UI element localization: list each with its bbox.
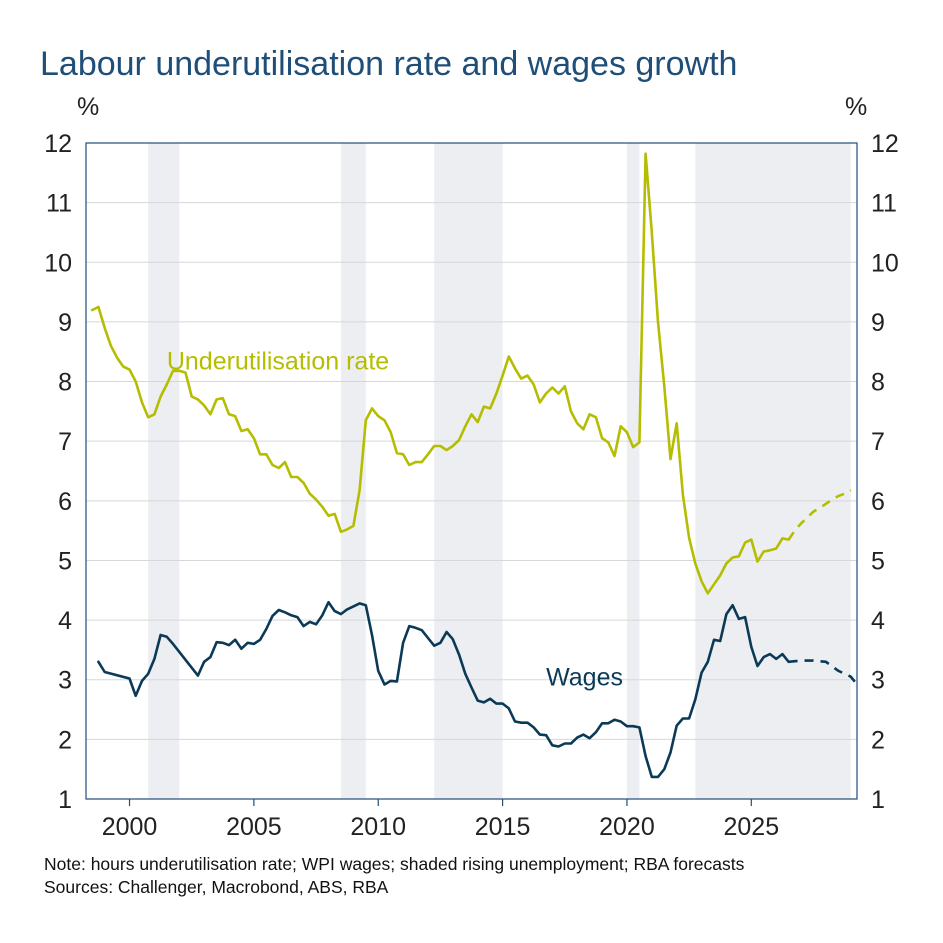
y-tick-left-3: 3 <box>58 667 72 695</box>
x-tick-2020: 2020 <box>599 813 655 841</box>
y-tick-right-12: 12 <box>871 130 899 158</box>
underutilisation-rate-forecast-line <box>787 488 852 541</box>
x-tick-2025: 2025 <box>723 813 779 841</box>
y-axis-unit-right: % <box>845 93 867 121</box>
shaded-period-3 <box>434 143 503 799</box>
footer-note: Note: hours underutilisation rate; WPI w… <box>44 854 745 874</box>
y-tick-left-9: 9 <box>58 309 72 337</box>
y-tick-left-5: 5 <box>58 547 72 575</box>
y-tick-right-6: 6 <box>871 488 885 516</box>
y-tick-right-11: 11 <box>871 190 897 218</box>
y-axis-unit-left: % <box>77 93 99 121</box>
y-tick-right-10: 10 <box>871 249 899 277</box>
y-tick-left-8: 8 <box>58 369 72 397</box>
plot-frame <box>85 142 858 800</box>
y-tick-left-12: 12 <box>44 130 72 158</box>
series-labels: Underutilisation rate Wages <box>167 348 623 692</box>
y-tick-left-1: 1 <box>58 786 72 814</box>
y-tick-right-4: 4 <box>871 607 885 635</box>
x-tick-2005: 2005 <box>226 813 282 841</box>
footer-sources: Sources: Challenger, Macrobond, ABS, RBA <box>44 877 389 897</box>
y-tick-right-9: 9 <box>871 309 885 337</box>
x-tick-2015: 2015 <box>475 813 531 841</box>
x-tick-2000: 2000 <box>102 813 158 841</box>
series-lines <box>90 152 859 779</box>
y-tick-left-7: 7 <box>58 428 72 456</box>
y-tick-right-2: 2 <box>871 726 885 754</box>
shaded-period-5 <box>695 143 851 799</box>
underutilisation-rate-line <box>90 152 790 595</box>
y-tick-right-5: 5 <box>871 547 885 575</box>
underutilisation-rate-label: Underutilisation rate <box>167 348 389 376</box>
y-tick-left-2: 2 <box>58 726 72 754</box>
y-tick-right-7: 7 <box>871 428 885 456</box>
wages-line <box>97 600 790 779</box>
y-tick-right-3: 3 <box>871 667 885 695</box>
y-tick-right-1: 1 <box>871 786 885 814</box>
y-tick-right-8: 8 <box>871 369 885 397</box>
wages-forecast-line <box>788 659 859 686</box>
shaded-periods <box>148 143 851 799</box>
y-tick-left-6: 6 <box>58 488 72 516</box>
shaded-period-1 <box>148 143 180 799</box>
chart-title: Labour underutilisation rate and wages g… <box>40 45 737 83</box>
y-tick-left-4: 4 <box>58 607 72 635</box>
y-tick-left-11: 11 <box>46 190 72 218</box>
x-axis: 2000 2005 2010 2015 2020 2025 <box>102 799 779 841</box>
x-tick-2010: 2010 <box>350 813 406 841</box>
y-tick-left-10: 10 <box>44 249 72 277</box>
wages-label: Wages <box>546 664 623 692</box>
shaded-period-4 <box>626 143 640 799</box>
